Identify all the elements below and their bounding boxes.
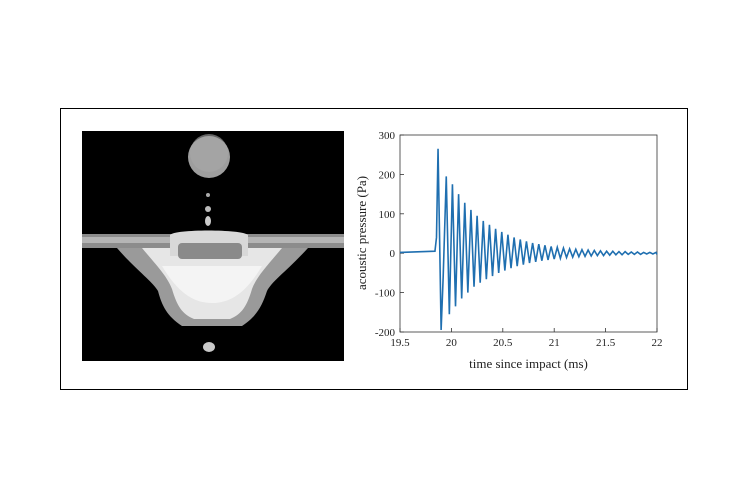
x-tick-label: 20.5: [493, 337, 513, 349]
droplet-impact-photo: [82, 131, 344, 361]
y-axis-label: acoustic pressure (Pa): [354, 176, 369, 290]
pressure-chart: 300 200 100 0 -100 -200 19.5 20 20.5 21 21.5 22 ti…: [354, 130, 663, 371]
y-tick-label: 200: [379, 169, 396, 181]
x-tick-label: 19.5: [390, 337, 410, 349]
x-tick-label: 21: [549, 337, 560, 349]
x-tick-label: 21.5: [596, 337, 616, 349]
y-tick-label: 100: [379, 209, 396, 221]
x-tick-label: 22: [652, 337, 663, 349]
y-tick-label: 0: [390, 248, 396, 260]
x-tick-label: 20: [446, 337, 458, 349]
x-axis-label: time since impact (ms): [469, 356, 588, 371]
series-line: [399, 148, 658, 331]
y-tick-label: -200: [375, 327, 396, 339]
y-tick-label: -100: [375, 288, 396, 300]
y-tick-label: 300: [379, 130, 396, 142]
